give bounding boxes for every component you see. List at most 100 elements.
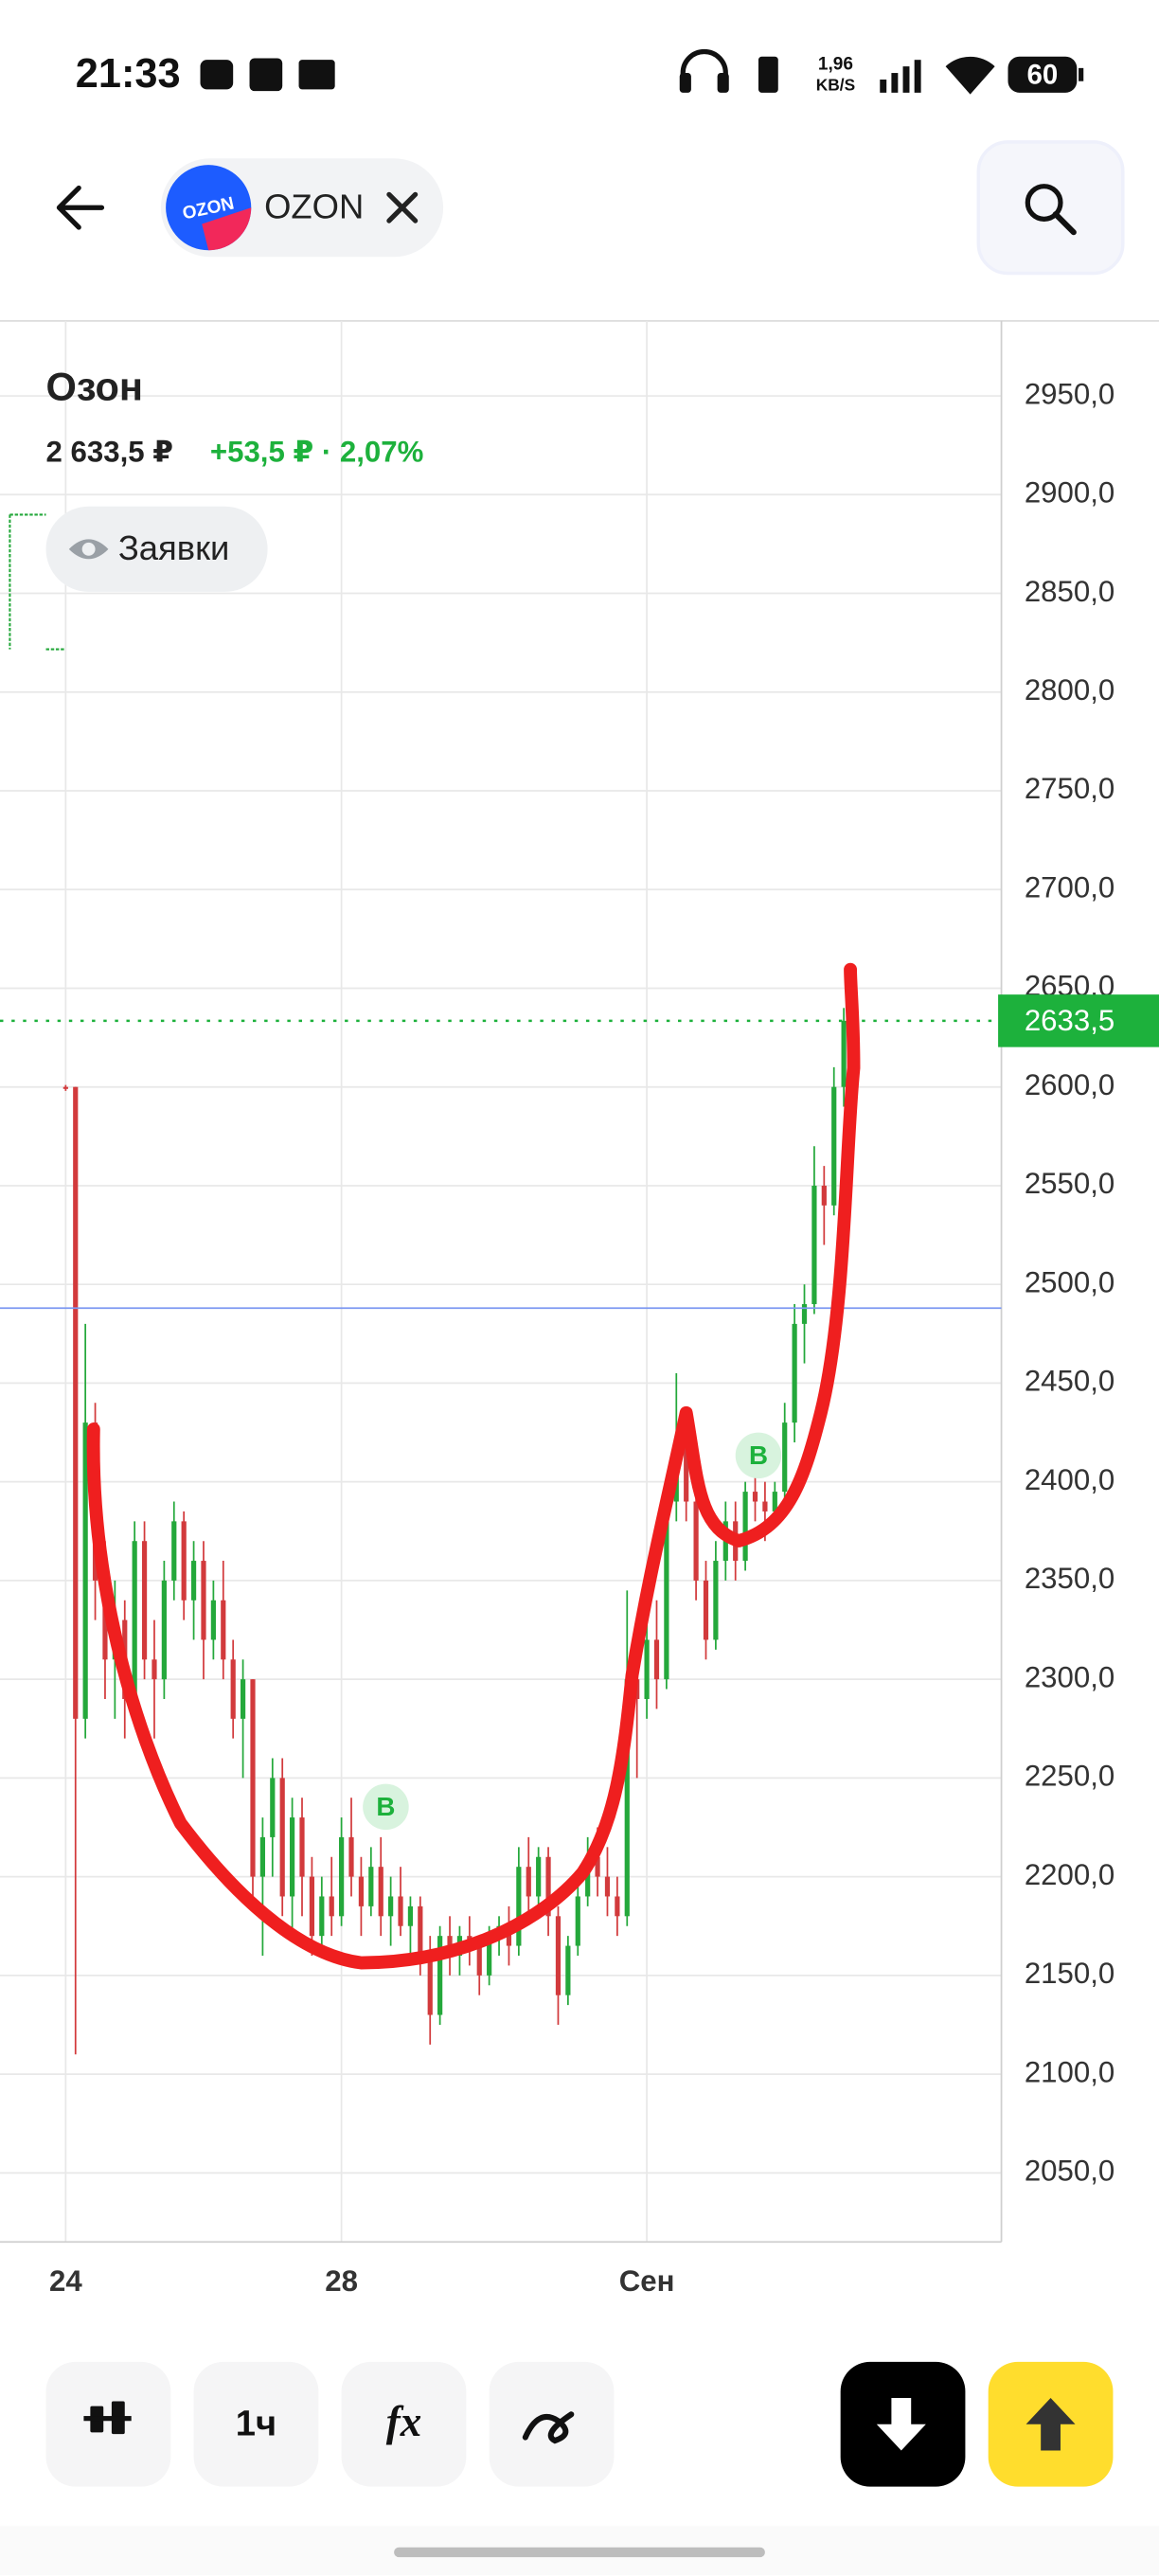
candle-body xyxy=(713,1561,719,1640)
candle-body xyxy=(841,1020,847,1087)
candle-body xyxy=(801,1304,808,1324)
search-button[interactable] xyxy=(976,140,1125,276)
y-tick-label: 2950,0 xyxy=(1025,377,1114,410)
orders-label: Заявки xyxy=(118,528,230,567)
instrument-name: Озон xyxy=(46,365,144,409)
candle-body xyxy=(575,1896,580,1946)
instrument-change: +53,5 ₽ · 2,07% xyxy=(210,436,423,469)
candle-body xyxy=(437,1936,443,2015)
y-tick-label: 2750,0 xyxy=(1025,772,1114,805)
trade-marker-label: B xyxy=(376,1792,395,1821)
candle-body xyxy=(152,1659,157,1680)
candle-body xyxy=(772,1492,777,1512)
y-tick-label: 2500,0 xyxy=(1025,1265,1114,1298)
candle-body xyxy=(427,1956,433,2015)
gesture-bar xyxy=(394,2547,765,2558)
status-app-icons xyxy=(200,58,335,92)
candle-body xyxy=(358,1876,365,1906)
status-time: 21:33 xyxy=(76,51,181,97)
candle-body xyxy=(339,1836,345,1917)
y-tick-label: 2100,0 xyxy=(1025,2055,1114,2088)
candle-body xyxy=(62,1086,68,1089)
candle-body xyxy=(259,1836,265,1877)
candle-body xyxy=(487,1936,492,1976)
y-tick-label: 2450,0 xyxy=(1025,1365,1114,1398)
candle-body xyxy=(388,1896,394,1917)
x-tick-label: Сен xyxy=(619,2264,675,2298)
hand-drawn-curve xyxy=(86,962,861,1970)
y-tick-label: 2250,0 xyxy=(1025,1760,1114,1793)
candle-body xyxy=(171,1521,177,1581)
drawing-button[interactable] xyxy=(489,2361,615,2487)
candle-body xyxy=(664,1501,669,1680)
candle-body xyxy=(644,1639,650,1699)
interval-label: 1ч xyxy=(236,2404,276,2444)
interval-button[interactable] xyxy=(193,2361,319,2487)
status-system-icons xyxy=(679,48,1084,95)
trade-marker-label: B xyxy=(749,1440,768,1470)
y-tick-label: 2800,0 xyxy=(1025,673,1114,707)
candle-body xyxy=(190,1561,197,1601)
candle-body xyxy=(555,1916,562,1995)
candle-body xyxy=(693,1501,699,1581)
candle-body xyxy=(221,1600,226,1660)
status-speed-value: 1,96 xyxy=(818,54,853,74)
candle-body xyxy=(368,1867,374,1906)
candle-body xyxy=(516,1867,522,1946)
chart-type-button[interactable] xyxy=(45,2361,171,2487)
candle-body xyxy=(684,1441,689,1502)
candle-body xyxy=(762,1501,768,1512)
search-icon xyxy=(1025,184,1063,222)
candle-body xyxy=(299,1817,305,1877)
candle-body xyxy=(290,1817,295,1897)
candle-body xyxy=(132,1541,137,1699)
status-battery: 60 xyxy=(1027,59,1059,90)
y-tick-label: 2050,0 xyxy=(1025,2155,1114,2188)
trade-marker xyxy=(735,1432,782,1479)
trade-marker xyxy=(363,1783,409,1831)
y-tick-label: 2300,0 xyxy=(1025,1660,1114,1693)
candle-body xyxy=(329,1896,334,1917)
y-tick-label: 2850,0 xyxy=(1025,575,1114,608)
candle-body xyxy=(752,1492,758,1502)
candle-body xyxy=(604,1876,611,1897)
candle-body xyxy=(82,1422,88,1719)
candle-body xyxy=(250,1679,256,1877)
candle-body xyxy=(615,1896,620,1917)
price-label: 2633,5 xyxy=(1025,1004,1114,1037)
drawing-icon xyxy=(522,2411,575,2444)
orders-button[interactable] xyxy=(45,506,268,592)
offscreen-fragment xyxy=(9,513,66,651)
y-tick-label: 2550,0 xyxy=(1025,1167,1114,1200)
y-tick-label: 2150,0 xyxy=(1025,1957,1114,1990)
candle-body xyxy=(279,1778,285,1897)
search-icon-handle xyxy=(1052,211,1077,236)
status-speed-unit: KB/S xyxy=(816,76,855,95)
candle-body xyxy=(595,1856,600,1877)
indicators-button[interactable] xyxy=(341,2361,467,2487)
remove-ticker[interactable] xyxy=(386,191,419,224)
ticker-label: OZON xyxy=(264,188,364,226)
eye-pupil xyxy=(81,542,96,556)
candle-body xyxy=(536,1856,542,1897)
candle-body xyxy=(309,1876,315,1937)
candle-body xyxy=(653,1639,660,1680)
x-tick-label: 28 xyxy=(325,2264,358,2298)
candle-body xyxy=(418,1905,423,1957)
candle-body xyxy=(407,1905,414,1926)
candle-body xyxy=(476,1945,482,1976)
ozon-logo-accent xyxy=(202,207,252,251)
candle-body xyxy=(792,1323,797,1423)
candle-body xyxy=(102,1580,108,1660)
candle-body xyxy=(565,1945,571,1995)
y-tick-label: 2700,0 xyxy=(1025,870,1114,903)
candle-body xyxy=(181,1521,187,1601)
candle-body xyxy=(201,1561,206,1640)
back-button[interactable] xyxy=(56,185,105,230)
candle-body xyxy=(782,1422,788,1493)
candle-body xyxy=(624,1679,630,1917)
candle-body xyxy=(210,1600,216,1640)
candle-body xyxy=(526,1867,531,1897)
candle-body xyxy=(141,1541,148,1660)
